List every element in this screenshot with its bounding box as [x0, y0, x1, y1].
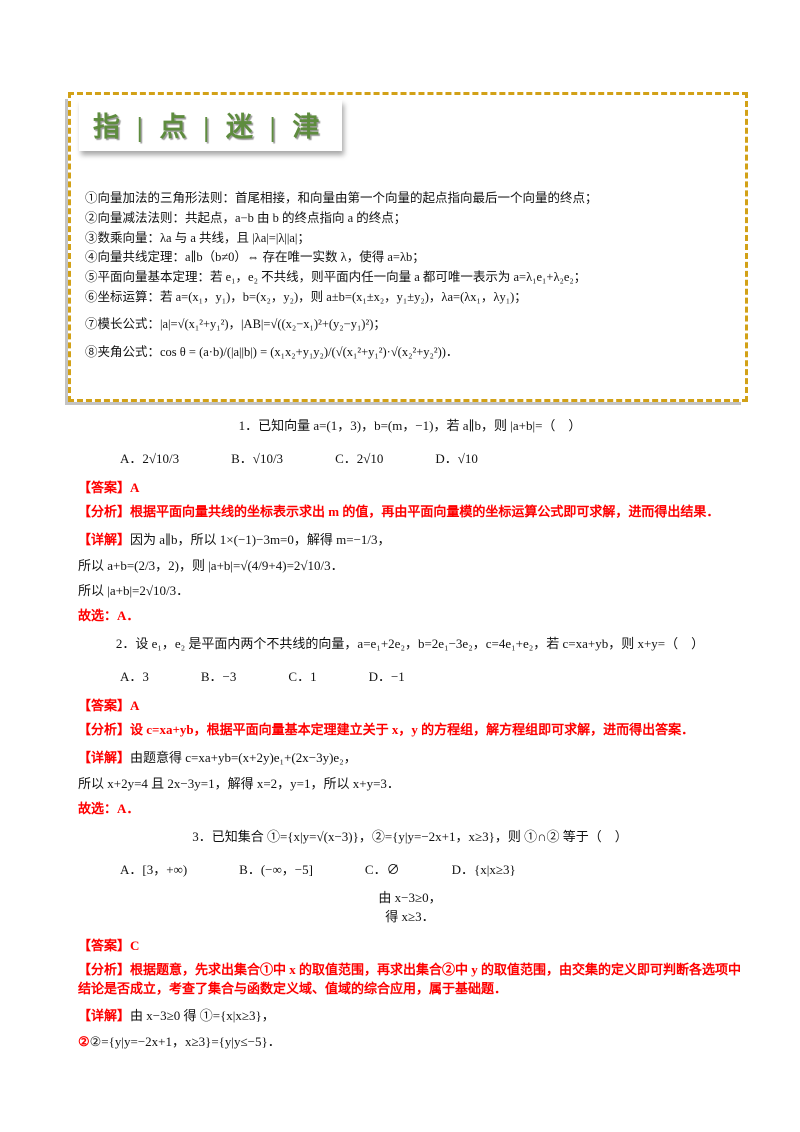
option-c: C．1: [288, 668, 317, 684]
tip-item: ③数乘向量：λa 与 a 共线，且 |λa|=|λ||a|；: [85, 230, 310, 245]
display-formula-line: 得 x≥3．: [385, 909, 435, 925]
analysis-label: 【分析】: [78, 961, 131, 977]
options-row: A．[3，+∞) B．(−∞，−5] C．∅ D．{x|x≥3}: [120, 859, 742, 878]
options-row: A．3 B．−3 C．1 D．−1: [120, 666, 742, 685]
analysis-line: 【分析】根据平面向量共线的坐标表示求出 m 的值，再由平面向量模的坐标运算公式即…: [78, 503, 742, 522]
detail-line: 【详解】由题意得 c=xa+yb=(x+2y)e₁+(2x−3y)e₂，: [78, 747, 742, 766]
tips-list: ①向量加法的三角形法则：首尾相接，和向量由第一个向量的起点指向最后一个向量的终点…: [85, 189, 733, 365]
conclusion-line: 故选：A．: [78, 800, 140, 816]
analysis-line: 【分析】根据题意，先求出集合①中 x 的取值范围，再求出集合②中 y 的取值范围…: [78, 961, 742, 999]
question-stem: 2．设 e₁，e₂ 是平面内两个不共线的向量，a=e₁+2e₂，b=2e₁−3e…: [115, 635, 705, 651]
step-marker: ②: [78, 1034, 90, 1050]
option-d: D．√10: [435, 451, 478, 466]
option-c: C．2√10: [335, 451, 384, 466]
question-stem: 1．已知向量 a=(1，3)，b=(m，−1)，若 a∥b，则 |a+b|=（ …: [238, 418, 582, 433]
option-d: D．−1: [368, 668, 405, 684]
tip-item: ②向量减法法则：共起点，a−b 由 b 的终点指向 a 的终点；: [85, 210, 407, 225]
solution-step-text: ②={y|y=−2x+1，x≥3}={y|y≤−5}．: [89, 1034, 281, 1050]
option-d: D．{x|x≥3}: [451, 861, 516, 877]
detail-text: 因为 a∥b，所以 1×(−1)−3m=0，解得 m=−1/3，: [130, 531, 391, 547]
analysis-label: 【分析】: [78, 504, 131, 519]
answer-value: A: [130, 480, 140, 495]
detail-label: 【详解】: [78, 531, 131, 547]
question-2: 2．设 e₁，e₂ 是平面内两个不共线的向量，a=e₁+2e₂，b=2e₁−3e…: [78, 633, 742, 817]
analysis-text: 设 c=xa+yb，根据平面向量基本定理建立关于 x，y 的方程组，解方程组即可…: [130, 721, 695, 737]
option-c: C．∅: [364, 861, 400, 877]
answer-label: 【答案】: [78, 937, 131, 953]
display-formula-line: 由 x−3≥0，: [378, 889, 442, 905]
tips-box: 指 | 点 | 迷 | 津 ①向量加法的三角形法则：首尾相接，和向量由第一个向量…: [68, 92, 748, 402]
options-row: A．2√10/3 B．√10/3 C．2√10 D．√10: [120, 448, 742, 467]
question-1: 1．已知向量 a=(1，3)，b=(m，−1)，若 a∥b，则 |a+b|=（ …: [78, 415, 742, 624]
option-a: A．[3，+∞): [120, 861, 188, 877]
detail-label: 【详解】: [78, 1008, 131, 1024]
question-stem: 3．已知集合 ①={x|y=√(x−3)}，②={y|y=−2x+1，x≥3}，…: [192, 828, 628, 844]
tip-formula: ⑦模长公式：|a|=√(x₁²+y₁²)，|AB|=√((x₂−x₁)²+(y₂…: [85, 316, 386, 331]
detail-text: 由 x−3≥0 得 ①={x|x≥3}，: [130, 1008, 275, 1024]
option-b: B．−3: [200, 668, 237, 684]
detail-label: 【详解】: [78, 749, 131, 765]
solution-step: 所以 x+2y=4 且 2x−3y=1，解得 x=2，y=1，所以 x+y=3．: [78, 775, 400, 791]
tip-item: ⑤平面向量基本定理：若 e₁，e₂ 不共线，则平面内任一向量 a 都可唯一表示为…: [85, 270, 587, 284]
tip-item: ①向量加法的三角形法则：首尾相接，和向量由第一个向量的起点指向最后一个向量的终点…: [85, 191, 598, 205]
option-b: B．(−∞，−5]: [239, 861, 313, 877]
solution-step: 所以 a+b=(2/3，2)，则 |a+b|=√(4/9+4)=2√10/3．: [78, 557, 344, 573]
tip-formula: ⑧夹角公式：cos θ = (a·b)/(|a||b|) = (x₁x₂+y₁y…: [85, 345, 459, 360]
detail-line: 【详解】由 x−3≥0 得 ①={x|x≥3}，: [78, 1005, 742, 1024]
option-a: A．2√10/3: [120, 451, 180, 466]
display-formula: 由 x−3≥0， 得 x≥3．: [78, 888, 742, 927]
answer-label: 【答案】: [78, 480, 131, 495]
answer-line: 【答案】A: [78, 695, 742, 714]
answer-value: A: [130, 697, 140, 713]
solution-step: 所以 |a+b|=2√10/3．: [78, 582, 190, 598]
option-b: B．√10/3: [231, 451, 284, 466]
answer-line: 【答案】A: [78, 477, 742, 496]
analysis-label: 【分析】: [78, 721, 131, 737]
analysis-text: 根据平面向量共线的坐标表示求出 m 的值，再由平面向量模的坐标运算公式即可求解，…: [130, 504, 720, 519]
questions-area: 1．已知向量 a=(1，3)，b=(m，−1)，若 a∥b，则 |a+b|=（ …: [78, 406, 742, 1056]
tips-header-title: 指 | 点 | 迷 | 津: [93, 112, 325, 142]
detail-text: 由题意得 c=xa+yb=(x+2y)e₁+(2x−3y)e₂，: [130, 749, 357, 765]
conclusion-line: 故选：A．: [78, 607, 140, 623]
tip-item: ⑥坐标运算：若 a=(x₁，y₁)，b=(x₂，y₂)，则 a±b=(x₁±x₂…: [85, 289, 527, 304]
question-3: 3．已知集合 ①={x|y=√(x−3)}，②={y|y=−2x+1，x≥3}，…: [78, 826, 742, 1051]
answer-line: 【答案】C: [78, 935, 742, 954]
answer-label: 【答案】: [78, 697, 131, 713]
solution-step: ②②={y|y=−2x+1，x≥3}={y|y≤−5}．: [78, 1031, 742, 1050]
tips-header-chip: 指 | 点 | 迷 | 津: [79, 100, 343, 151]
analysis-text: 根据题意，先求出集合①中 x 的取值范围，再求出集合②中 y 的取值范围，由交集…: [78, 961, 742, 996]
option-a: A．3: [120, 668, 149, 684]
tip-item: ④向量共线定理：a∥b（b≠0）⇔ 存在唯一实数 λ，使得 a=λb；: [85, 250, 425, 265]
answer-value: C: [130, 937, 140, 953]
analysis-line: 【分析】设 c=xa+yb，根据平面向量基本定理建立关于 x，y 的方程组，解方…: [78, 721, 742, 740]
detail-line: 【详解】因为 a∥b，所以 1×(−1)−3m=0，解得 m=−1/3，: [78, 529, 742, 548]
